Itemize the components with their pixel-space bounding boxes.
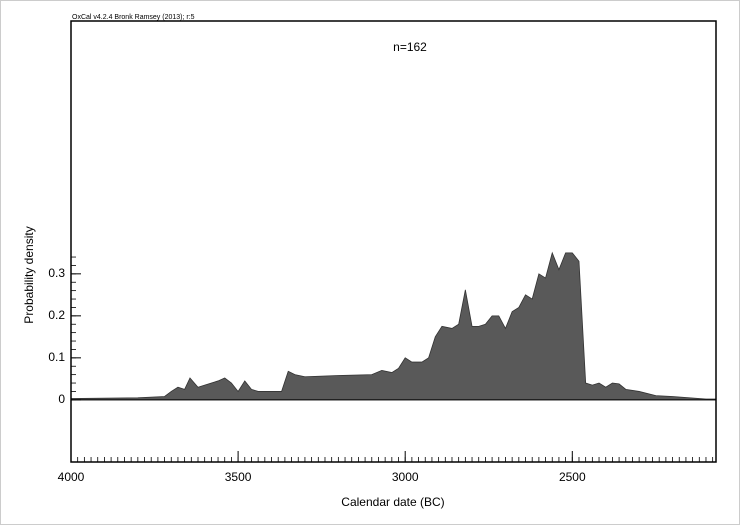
plot-frame	[70, 20, 717, 463]
chart-title: n=162	[393, 40, 427, 54]
x-tick-label: 3500	[225, 470, 252, 484]
x-tick-label: 4000	[58, 470, 85, 484]
y-tick-label: 0	[58, 392, 65, 406]
y-axis-label: Probability density	[22, 226, 36, 323]
credit: OxCal v4.2.4 Bronk Ramsey (2013); r:5	[72, 14, 195, 21]
density-area	[70, 251, 717, 401]
x-tick-label: 2500	[559, 470, 586, 484]
y-tick-label: 0.1	[48, 350, 65, 364]
y-tick-label: 0.2	[48, 308, 65, 322]
x-axis-label: Calendar date (BC)	[341, 495, 444, 509]
x-tick-label: 3000	[392, 470, 419, 484]
y-tick-label: 0.3	[48, 266, 65, 280]
